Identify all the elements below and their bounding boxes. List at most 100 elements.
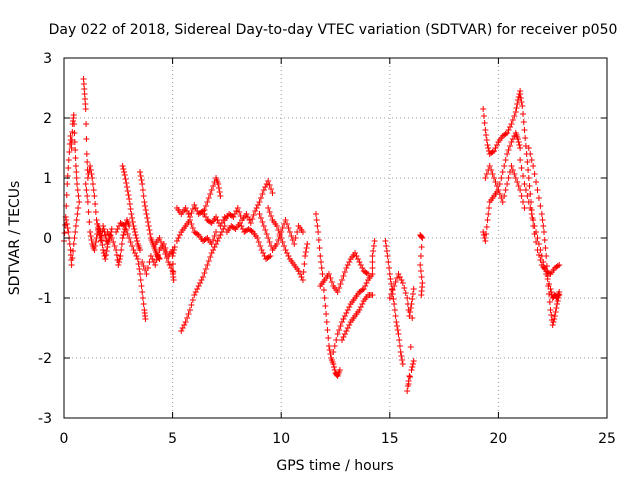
data-point (484, 142, 491, 148)
data-point (492, 179, 499, 185)
data-point (495, 187, 502, 193)
data-point (213, 214, 220, 220)
data-point (505, 147, 512, 153)
data-point (518, 99, 525, 105)
data-point (343, 328, 350, 334)
data-point (188, 210, 195, 216)
data-point (137, 247, 144, 253)
data-point (328, 279, 335, 285)
data-point (137, 271, 144, 277)
data-point (302, 249, 309, 255)
data-point (140, 301, 147, 307)
x-axis-label: GPS time / hours (276, 458, 393, 474)
data-point (188, 221, 195, 227)
data-point (119, 163, 126, 169)
data-point (108, 235, 115, 241)
data-point (528, 211, 535, 217)
data-point (556, 292, 563, 298)
data-point (515, 183, 522, 189)
data-point (72, 155, 79, 161)
data-point (141, 199, 148, 205)
data-point (208, 187, 215, 193)
data-point (244, 214, 251, 220)
data-point (501, 193, 508, 199)
data-point (125, 192, 132, 198)
data-point (524, 193, 531, 199)
data-point (72, 163, 79, 169)
data-point (409, 315, 416, 321)
data-point (336, 367, 343, 373)
y-tick-label: 1 (43, 171, 52, 187)
data-point (520, 111, 527, 117)
data-point (331, 364, 338, 370)
data-point (344, 307, 351, 313)
data-point (269, 190, 276, 196)
data-point (323, 319, 330, 325)
data-point (546, 270, 553, 276)
data-point (121, 223, 128, 229)
data-point (526, 183, 533, 189)
data-point (501, 163, 508, 169)
data-point (337, 281, 344, 287)
data-point (541, 229, 548, 235)
data-point (323, 311, 330, 317)
data-point (82, 181, 89, 187)
data-point (555, 295, 562, 301)
data-point (386, 295, 393, 301)
data-point (181, 322, 188, 328)
data-point (283, 250, 290, 256)
data-point (131, 250, 138, 256)
data-point (312, 211, 319, 217)
data-point (205, 258, 212, 264)
data-point (517, 157, 524, 163)
data-point (520, 119, 527, 125)
data-point (256, 199, 263, 205)
data-point (402, 290, 409, 296)
data-point (484, 217, 491, 223)
data-point (73, 217, 80, 223)
data-point (331, 367, 338, 373)
data-point (337, 323, 344, 329)
data-point (333, 337, 340, 343)
data-point (408, 301, 415, 307)
data-point (369, 253, 376, 259)
data-point (74, 181, 81, 187)
x-tick-label: 5 (168, 431, 177, 447)
data-point (257, 195, 264, 201)
data-point (118, 241, 125, 247)
data-point (188, 302, 195, 308)
data-point (186, 307, 193, 313)
data-point (384, 253, 391, 259)
data-point (552, 309, 559, 315)
data-point (63, 192, 70, 198)
data-point (113, 229, 120, 235)
data-point (210, 183, 217, 189)
data-point (318, 265, 325, 271)
data-point (295, 268, 302, 274)
data-point (508, 139, 515, 145)
data-point (129, 215, 136, 221)
data-point (513, 105, 520, 111)
data-point (123, 184, 130, 190)
data-series (61, 76, 563, 394)
data-point (491, 148, 498, 154)
data-point (489, 149, 496, 155)
data-point (327, 275, 334, 281)
data-point (260, 187, 267, 193)
data-point (371, 238, 378, 244)
data-point (82, 106, 89, 112)
data-point (84, 199, 91, 205)
data-point (286, 229, 293, 235)
data-point (247, 220, 254, 226)
data-point (549, 322, 556, 328)
data-point (530, 217, 537, 223)
data-point (95, 223, 102, 229)
data-point (145, 223, 152, 229)
data-point (84, 193, 91, 199)
data-point (216, 189, 223, 195)
data-point (502, 157, 509, 163)
data-point (215, 235, 222, 241)
data-point (205, 195, 212, 201)
data-point (505, 127, 512, 133)
data-point (278, 235, 285, 241)
